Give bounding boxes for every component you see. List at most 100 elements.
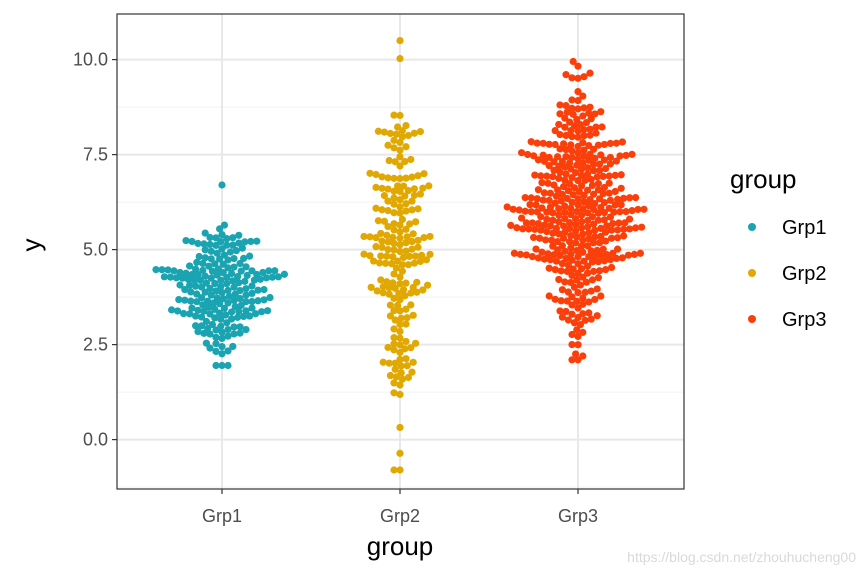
data-point-grp3	[568, 256, 576, 264]
data-point-grp2	[367, 283, 375, 291]
data-point-grp3	[533, 195, 541, 203]
data-point-grp1	[236, 259, 244, 268]
data-point-grp3	[622, 151, 630, 160]
data-point-grp1	[201, 272, 209, 280]
data-point-grp3	[624, 251, 633, 259]
data-point-grp2	[378, 237, 386, 245]
data-point-grp3	[597, 108, 605, 116]
data-point-grp1	[260, 296, 268, 304]
data-point-grp2	[390, 239, 398, 247]
data-point-grp3	[585, 156, 593, 164]
data-point-grp3	[545, 140, 553, 148]
data-point-grp2	[372, 170, 380, 179]
data-point-grp1	[210, 299, 218, 307]
data-point-grp1	[235, 279, 243, 287]
data-point-grp1	[248, 282, 256, 290]
data-point-grp3	[564, 187, 573, 195]
data-point-grp3	[581, 176, 589, 184]
data-point-grp3	[550, 158, 558, 166]
data-point-grp1	[212, 347, 220, 356]
data-point-grp3	[586, 150, 594, 158]
data-point-grp1	[265, 267, 273, 275]
data-point-grp3	[586, 195, 594, 204]
data-point-grp3	[614, 195, 622, 203]
data-point-grp2	[396, 334, 404, 342]
data-point-grp3	[539, 139, 547, 147]
data-point-grp2	[372, 234, 380, 242]
data-point-grp3	[608, 234, 616, 242]
data-point-grp3	[567, 244, 575, 252]
data-point-grp2	[402, 247, 410, 255]
data-point-grp3	[567, 141, 575, 149]
data-point-grp2	[396, 423, 404, 432]
data-point-grp1	[248, 289, 256, 297]
data-point-grp3	[591, 110, 599, 118]
data-point-grp1	[217, 315, 225, 323]
data-point-grp3	[540, 157, 549, 165]
data-point-grp3	[618, 138, 627, 146]
data-point-grp1	[208, 267, 216, 275]
data-point-grp3	[503, 203, 511, 211]
data-point-grp3	[612, 139, 621, 147]
legend-key-grp3	[748, 315, 756, 323]
data-point-grp3	[580, 132, 588, 140]
data-point-grp3	[546, 203, 555, 211]
data-point-grp2	[396, 111, 404, 120]
data-point-grp3	[586, 103, 594, 111]
x-tick-label: Grp1	[202, 506, 242, 526]
data-point-grp3	[567, 250, 575, 258]
data-point-grp2	[383, 231, 391, 239]
data-point-grp2	[398, 267, 406, 275]
data-point-grp3	[592, 129, 600, 137]
data-point-grp3	[579, 159, 587, 167]
y-tick-label: 5.0	[83, 240, 108, 260]
data-point-grp3	[557, 297, 565, 305]
data-point-grp2	[400, 286, 408, 294]
data-point-grp3	[606, 139, 615, 148]
data-point-grp2	[396, 234, 404, 242]
data-point-grp2	[390, 346, 398, 354]
data-point-grp3	[609, 219, 617, 228]
data-point-grp1	[271, 267, 279, 275]
data-point-grp2	[376, 259, 384, 267]
data-point-grp1	[204, 324, 212, 333]
data-point-grp3	[598, 123, 606, 131]
data-point-grp2	[401, 157, 409, 166]
data-point-grp3	[569, 191, 577, 199]
data-point-grp1	[240, 312, 248, 321]
data-point-grp3	[574, 289, 582, 297]
data-point-grp2	[403, 233, 411, 241]
data-point-grp1	[192, 322, 200, 330]
data-point-grp3	[555, 205, 563, 213]
data-point-grp1	[229, 234, 237, 242]
data-point-grp3	[572, 239, 580, 247]
data-point-grp3	[538, 248, 546, 256]
data-point-grp3	[573, 246, 581, 255]
data-point-grp1	[224, 326, 232, 334]
data-point-grp3	[562, 145, 570, 154]
data-point-grp3	[634, 205, 642, 214]
data-point-grp1	[232, 246, 240, 255]
data-point-grp3	[573, 326, 581, 334]
data-point-grp1	[198, 313, 206, 321]
data-point-grp2	[394, 182, 402, 190]
data-point-grp3	[572, 214, 580, 223]
data-point-grp1	[186, 281, 194, 289]
data-point-grp3	[579, 294, 587, 302]
data-point-grp3	[556, 101, 564, 109]
data-point-grp3	[558, 259, 567, 268]
data-point-grp1	[236, 286, 244, 295]
data-point-grp3	[525, 225, 533, 233]
legend-label: Grp3	[782, 309, 826, 331]
data-point-grp3	[570, 184, 579, 192]
data-point-grp1	[230, 263, 238, 271]
data-point-grp3	[552, 192, 561, 200]
data-point-grp2	[396, 466, 404, 474]
data-point-grp3	[584, 209, 592, 217]
data-point-grp1	[206, 330, 214, 338]
data-point-grp3	[616, 208, 624, 216]
data-point-grp3	[551, 199, 559, 207]
data-point-grp1	[158, 266, 166, 274]
data-point-grp3	[562, 170, 570, 178]
data-point-grp3	[509, 205, 517, 213]
